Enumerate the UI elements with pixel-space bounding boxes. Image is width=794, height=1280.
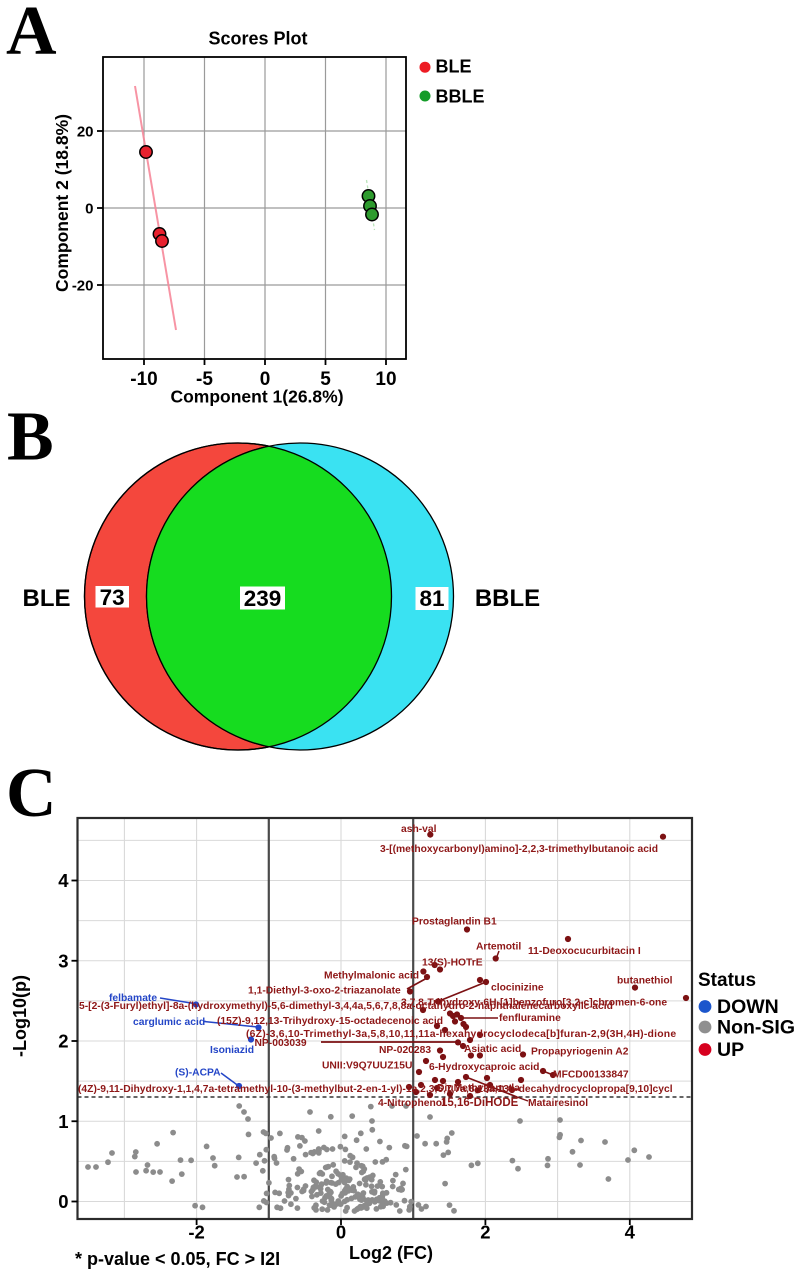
- svg-text:carglumic acid: carglumic acid: [133, 1017, 205, 1028]
- svg-text:0: 0: [85, 201, 93, 218]
- svg-text:BBLE: BBLE: [475, 585, 540, 612]
- svg-text:C: C: [6, 755, 57, 832]
- svg-text:UP: UP: [717, 1039, 744, 1061]
- svg-text:Artemotil: Artemotil: [476, 942, 521, 953]
- svg-text:11-Deoxocucurbitacin I: 11-Deoxocucurbitacin I: [528, 946, 641, 957]
- svg-text:Component 1(26.8%): Component 1(26.8%): [170, 387, 343, 407]
- svg-text:4-Nitrophenol: 4-Nitrophenol: [378, 1098, 445, 1109]
- svg-text:-10: -10: [130, 369, 157, 390]
- svg-text:3: 3: [58, 950, 68, 971]
- svg-text:2: 2: [58, 1031, 68, 1052]
- svg-text:(S)-ACPA: (S)-ACPA: [175, 1068, 221, 1079]
- svg-text:81: 81: [419, 586, 444, 611]
- svg-text:NP-020283: NP-020283: [379, 1045, 431, 1056]
- svg-text:Asiatic acid: Asiatic acid: [464, 1044, 521, 1055]
- svg-text:Isoniazid: Isoniazid: [210, 1045, 254, 1056]
- svg-text:felbamate: felbamate: [109, 993, 157, 1004]
- svg-text:2: 2: [480, 1222, 490, 1243]
- svg-text:5: 5: [320, 369, 331, 390]
- svg-text:Status: Status: [698, 970, 756, 991]
- svg-text:3-[(methoxycarbonyl)amino]-2,2: 3-[(methoxycarbonyl)amino]-2,2,3-trimeth…: [380, 844, 658, 855]
- svg-text:1: 1: [58, 1111, 68, 1132]
- svg-text:clocinizine: clocinizine: [491, 983, 544, 994]
- svg-text:20: 20: [77, 124, 94, 141]
- svg-text:BBLE: BBLE: [436, 87, 485, 107]
- svg-text:-20: -20: [72, 278, 94, 295]
- svg-text:Non-SIG: Non-SIG: [717, 1017, 794, 1039]
- svg-text:Scores Plot: Scores Plot: [208, 29, 307, 49]
- svg-text:DiuMethyl)am-da: DiuMethyl)am-da: [437, 1083, 520, 1094]
- svg-text:MFCD00133847: MFCD00133847: [553, 1070, 629, 1081]
- svg-text:B: B: [7, 399, 54, 476]
- svg-text:(6Z)-3,6,10-Trimethyl-3a,5,8,1: (6Z)-3,6,10-Trimethyl-3a,5,8,10,11,11a-h…: [246, 1029, 676, 1040]
- svg-text:Propapyriogenin A2: Propapyriogenin A2: [531, 1047, 629, 1058]
- svg-text:NP-003039: NP-003039: [255, 1038, 307, 1049]
- svg-text:BLE: BLE: [436, 57, 472, 77]
- svg-text:0: 0: [58, 1191, 68, 1212]
- svg-text:5-[2-(3-Furyl)ethyl]-8a-(hydro: 5-[2-(3-Furyl)ethyl]-8a-(hydroxymethyl)-…: [79, 1001, 613, 1012]
- svg-text:239: 239: [244, 586, 282, 611]
- svg-text:DOWN: DOWN: [717, 996, 779, 1018]
- svg-text:* p-value < 0.05, FC > I2I: * p-value < 0.05, FC > I2I: [75, 1249, 280, 1269]
- svg-text:-5: -5: [196, 369, 213, 390]
- svg-text:6-Hydroxycaproic acid: 6-Hydroxycaproic acid: [429, 1062, 539, 1073]
- svg-text:A: A: [6, 0, 57, 70]
- svg-text:73: 73: [100, 585, 125, 610]
- svg-text:-: -: [203, 1016, 207, 1027]
- svg-text:10: 10: [375, 369, 396, 390]
- svg-text:Log2 (FC): Log2 (FC): [349, 1243, 433, 1263]
- svg-text:13(S)-HOTrE: 13(S)-HOTrE: [422, 958, 483, 969]
- svg-text:15,16-DiHODE: 15,16-DiHODE: [441, 1097, 519, 1109]
- svg-text:Methylmalonic acid: Methylmalonic acid: [324, 971, 419, 982]
- svg-text:-2: -2: [188, 1222, 204, 1243]
- svg-text:(4Z)-9,11-Dihydroxy-1,1,4,7a-t: (4Z)-9,11-Dihydroxy-1,1,4,7a-tetramethyl…: [78, 1084, 673, 1095]
- svg-text:0: 0: [260, 369, 271, 390]
- svg-text:fenfluramine: fenfluramine: [499, 1013, 561, 1024]
- svg-text:3,7,8-Trihydroxy-6H-[1]benzofu: 3,7,8-Trihydroxy-6H-[1]benzofuro[3,2-c]c…: [401, 998, 667, 1009]
- svg-text:(15Z)-9,12,13-Trihydroxy-15-oc: (15Z)-9,12,13-Trihydroxy-15-octadecenoic…: [217, 1016, 443, 1027]
- svg-text:ash-val: ash-val: [401, 824, 437, 835]
- svg-text:-Log10(p): -Log10(p): [10, 975, 30, 1057]
- svg-text:Matairesinol: Matairesinol: [528, 1098, 588, 1109]
- svg-text:butanethiol: butanethiol: [617, 976, 673, 987]
- svg-text:Prostaglandin B1: Prostaglandin B1: [412, 917, 497, 928]
- svg-text:4: 4: [625, 1222, 636, 1243]
- svg-text:0: 0: [336, 1222, 346, 1243]
- svg-text:UNII:V9Q7UUZ15U: UNII:V9Q7UUZ15U: [322, 1061, 412, 1072]
- svg-text:1,1-Diethyl-3-oxo-2-triazanola: 1,1-Diethyl-3-oxo-2-triazanolate: [248, 986, 401, 997]
- svg-text:Component 2 (18.8%): Component 2 (18.8%): [52, 114, 72, 292]
- svg-text:BLE: BLE: [23, 585, 71, 612]
- svg-text:4: 4: [58, 870, 69, 891]
